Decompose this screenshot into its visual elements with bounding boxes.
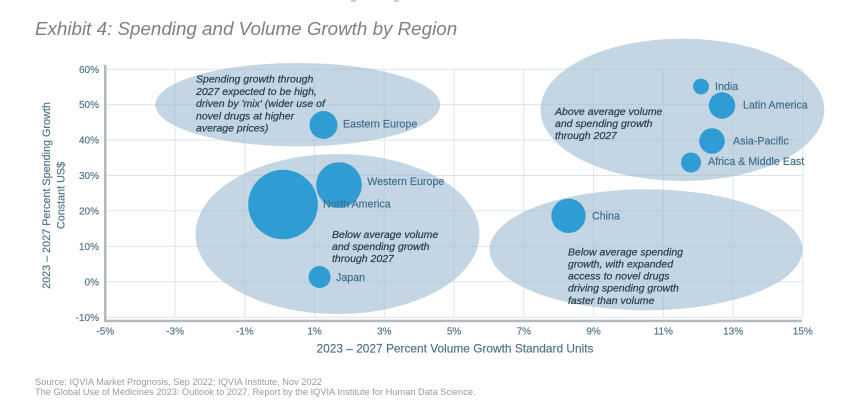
svg-text:Africa & Middle East: Africa & Middle East (708, 156, 804, 168)
svg-text:-5%: -5% (96, 327, 114, 338)
svg-text:2027 expected to be high,: 2027 expected to be high, (195, 86, 317, 98)
svg-text:9%: 9% (586, 327, 601, 338)
svg-text:through 2027: through 2027 (332, 253, 395, 265)
svg-text:China: China (592, 211, 620, 223)
svg-text:novel drugs at higher: novel drugs at higher (196, 110, 295, 122)
svg-text:average prices): average prices) (196, 123, 268, 135)
svg-text:driven by 'mix' (wider use of: driven by 'mix' (wider use of (196, 98, 326, 110)
svg-text:2023 – 2027 Percent Volume Gro: 2023 – 2027 Percent Volume Growth Standa… (317, 342, 594, 356)
svg-text:faster than volume: faster than volume (568, 295, 655, 307)
svg-text:Western Europe: Western Europe (367, 176, 444, 188)
svg-text:60%: 60% (79, 65, 99, 76)
svg-text:15%: 15% (793, 327, 813, 338)
svg-text:10%: 10% (79, 242, 99, 253)
svg-text:1%: 1% (307, 327, 322, 338)
svg-text:Asia-Pacific: Asia-Pacific (733, 136, 789, 148)
svg-text:growth, with expanded: growth, with expanded (568, 259, 674, 271)
svg-text:India: India (715, 81, 738, 93)
svg-text:The Global Use of Medicines 20: The Global Use of Medicines 2023: Outloo… (35, 387, 476, 397)
svg-text:Exhibit 4: Spending and Volume: Exhibit 4: Spending and Volume Growth by… (35, 18, 457, 39)
svg-text:13%: 13% (723, 327, 743, 338)
svg-text:-10%: -10% (76, 313, 99, 324)
svg-text:-1%: -1% (236, 327, 254, 338)
svg-text:Above average volume: Above average volume (554, 106, 663, 118)
svg-text:Latin America: Latin America (743, 100, 808, 112)
svg-text:North America: North America (323, 199, 391, 211)
svg-text:through 2027: through 2027 (555, 130, 618, 142)
svg-text:Japan: Japan (336, 272, 365, 284)
svg-text:and spending growth: and spending growth (555, 118, 653, 130)
svg-text:3%: 3% (377, 327, 392, 338)
svg-text:7%: 7% (517, 327, 532, 338)
svg-text:-3%: -3% (166, 327, 184, 338)
svg-text:and spending growth: and spending growth (332, 241, 430, 253)
svg-text:50%: 50% (79, 100, 99, 111)
svg-text:Eastern Europe: Eastern Europe (343, 119, 417, 131)
svg-text:5%: 5% (447, 327, 462, 338)
svg-text:driving spending growth: driving spending growth (568, 283, 679, 295)
svg-text:30%: 30% (79, 171, 99, 182)
svg-text:Below average volume: Below average volume (332, 229, 438, 241)
svg-text:Below average spending: Below average spending (568, 246, 683, 258)
svg-text:11%: 11% (654, 327, 673, 338)
svg-text:2023 – 2027 Percent Spending G: 2023 – 2027 Percent Spending Growth (41, 102, 53, 289)
svg-text:40%: 40% (79, 136, 99, 147)
svg-text:Source: IQVIA Market Prognosis: Source: IQVIA Market Prognosis, Sep 2022… (35, 377, 322, 387)
svg-text:Spending growth through: Spending growth through (196, 74, 313, 86)
svg-text:0%: 0% (85, 277, 100, 288)
svg-text:access to novel drugs: access to novel drugs (568, 271, 670, 283)
svg-text:Constant US$: Constant US$ (56, 162, 68, 229)
svg-text:20%: 20% (79, 207, 99, 218)
